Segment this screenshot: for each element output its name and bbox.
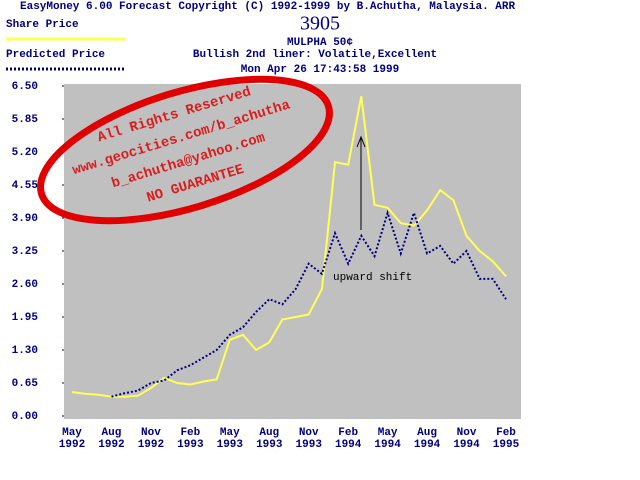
x-tick-label: Aug 1993 xyxy=(256,427,283,451)
stock-name: MULPHA 50¢ xyxy=(287,37,353,49)
y-tick-label: 5.85 xyxy=(12,114,39,126)
chart-title: EasyMoney 6.00 Forecast Copyright (C) 19… xyxy=(20,1,515,13)
legend-label: Predicted Price xyxy=(6,49,105,61)
y-tick-label: 1.30 xyxy=(12,345,38,357)
x-tick-label: Feb 1995 xyxy=(492,427,520,451)
y-tick-label: 4.55 xyxy=(12,180,39,192)
x-tick-label: Aug 1994 xyxy=(413,427,441,451)
y-tick-label: 0.00 xyxy=(12,411,38,423)
y-tick-label: 2.60 xyxy=(12,279,38,291)
stamp-oval xyxy=(37,75,333,225)
legend-label: Share Price xyxy=(6,19,79,31)
x-tick-label: May 1994 xyxy=(374,427,401,451)
arrow-head xyxy=(356,135,366,148)
x-tick-label: Nov 1994 xyxy=(453,427,480,451)
y-tick-label: 3.90 xyxy=(12,213,38,225)
timestamp: Mon Apr 26 17:43:58 1999 xyxy=(241,64,399,76)
x-tick-label: Feb 1994 xyxy=(334,427,362,451)
y-tick-label: 5.20 xyxy=(12,147,38,159)
x-tick-label: May 1992 xyxy=(58,427,86,451)
subtitle: Bullish 2nd liner: Volatile,Excellent xyxy=(193,49,437,61)
x-tick-label: Nov 1993 xyxy=(295,427,322,451)
series-line xyxy=(111,209,507,398)
series-line xyxy=(71,96,507,398)
y-tick-label: 1.95 xyxy=(12,312,39,324)
x-tick-label: May 1993 xyxy=(216,427,244,451)
x-tick-label: Nov 1992 xyxy=(137,427,165,451)
y-tick-label: 0.65 xyxy=(12,378,39,390)
stock-code: 3905 xyxy=(300,13,340,35)
annotation: upward shift xyxy=(333,272,412,284)
y-tick-label: 6.50 xyxy=(12,81,38,93)
x-tick-label: Feb 1993 xyxy=(177,427,204,451)
y-tick-label: 3.25 xyxy=(12,246,39,258)
x-tick-label: Aug 1992 xyxy=(98,427,125,451)
